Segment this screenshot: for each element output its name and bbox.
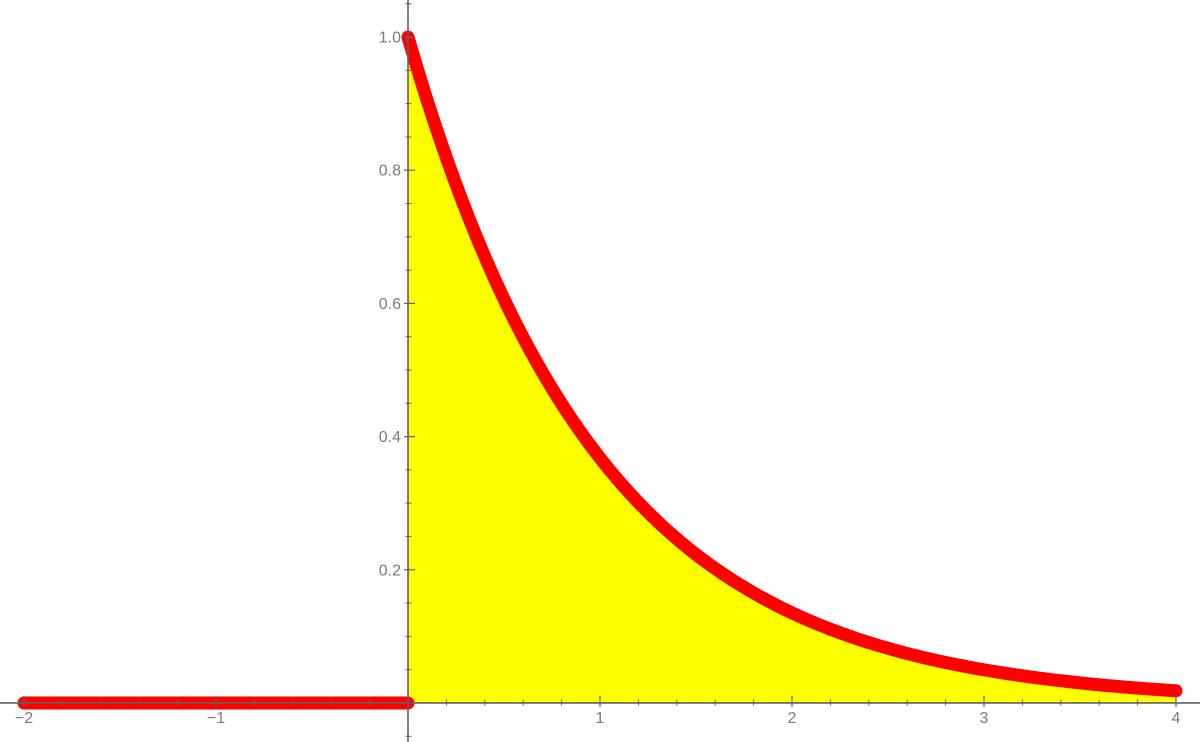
- y-tick-label: 0.4: [379, 429, 401, 446]
- exponential-curve: [401, 30, 1183, 698]
- x-tick-label: 1: [596, 710, 605, 727]
- x-tick-label: −2: [15, 710, 33, 727]
- x-tick-label: 2: [788, 710, 797, 727]
- y-tick-label: 0.6: [379, 296, 401, 313]
- area-fill-under-curve: [408, 37, 1176, 703]
- y-tick-label: 0.2: [379, 562, 401, 579]
- y-tick-label: 1.0: [379, 30, 401, 47]
- x-tick-label: 4: [1172, 710, 1181, 727]
- x-tick-label: 3: [980, 710, 989, 727]
- x-tick-label: −1: [207, 710, 225, 727]
- y-tick-label: 0.8: [379, 163, 401, 180]
